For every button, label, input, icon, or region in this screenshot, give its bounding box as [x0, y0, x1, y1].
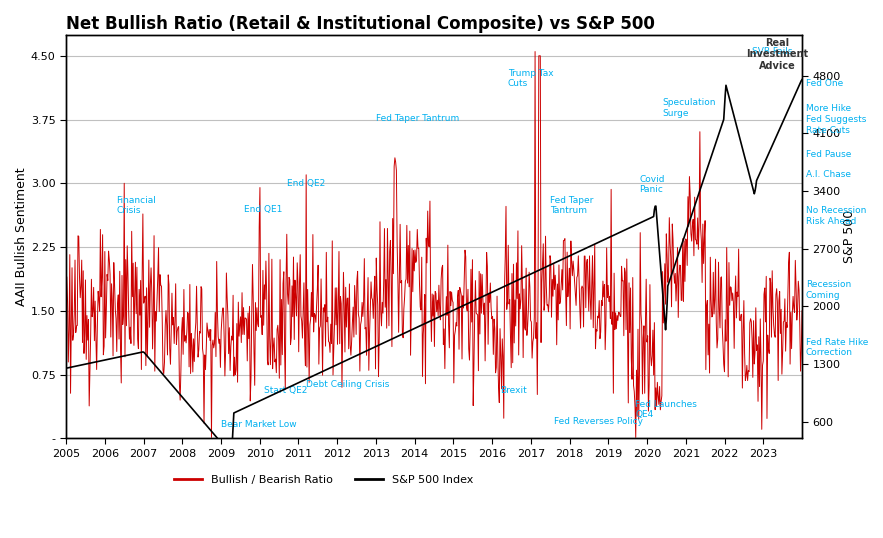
Text: No Recession
Risk Ahead: No Recession Risk Ahead: [806, 206, 866, 225]
Text: Recession
Coming: Recession Coming: [806, 280, 851, 300]
Legend: Bullish / Bearish Ratio, S&P 500 Index: Bullish / Bearish Ratio, S&P 500 Index: [170, 470, 478, 489]
Text: Fed Rate Hike
Correction: Fed Rate Hike Correction: [806, 338, 868, 357]
Text: A.I. Chase: A.I. Chase: [806, 170, 851, 179]
Text: Net Bullish Ratio (Retail & Institutional Composite) vs S&P 500: Net Bullish Ratio (Retail & Institutiona…: [66, 15, 655, 33]
Text: Brexit: Brexit: [500, 386, 526, 394]
Text: End QE1: End QE1: [245, 204, 283, 214]
Text: Real
Investment
Advice: Real Investment Advice: [746, 38, 808, 71]
Text: Fed Pause: Fed Pause: [806, 150, 851, 159]
Text: Financial
Crisis: Financial Crisis: [117, 196, 156, 215]
Y-axis label: S&P 500: S&P 500: [843, 210, 857, 263]
Text: Fed Suggests
Rate Cuts: Fed Suggests Rate Cuts: [806, 116, 866, 135]
Text: Speculation
Surge: Speculation Surge: [662, 98, 716, 118]
Text: SVB Fails: SVB Fails: [751, 47, 792, 56]
Text: End QE2: End QE2: [287, 179, 325, 188]
Text: More Hike: More Hike: [806, 104, 851, 113]
Text: Fed Reverses Policy: Fed Reverses Policy: [555, 417, 643, 426]
Text: Covid
Panic: Covid Panic: [639, 175, 665, 194]
Text: Bear Market Low: Bear Market Low: [221, 420, 297, 429]
Text: Start QE2: Start QE2: [264, 386, 307, 394]
Text: Fed Launches
QE4: Fed Launches QE4: [636, 400, 698, 420]
Text: Trump Tax
Cuts: Trump Tax Cuts: [508, 68, 554, 88]
Text: Debt Ceiling Crisis: Debt Ceiling Crisis: [306, 380, 389, 390]
Text: Fed Taper Tantrum: Fed Taper Tantrum: [376, 114, 459, 123]
Text: Fed Taper
Tantrum: Fed Taper Tantrum: [550, 196, 593, 215]
Text: Fed One: Fed One: [806, 80, 843, 88]
Y-axis label: AAII Bullish Sentiment: AAII Bullish Sentiment: [15, 167, 28, 306]
